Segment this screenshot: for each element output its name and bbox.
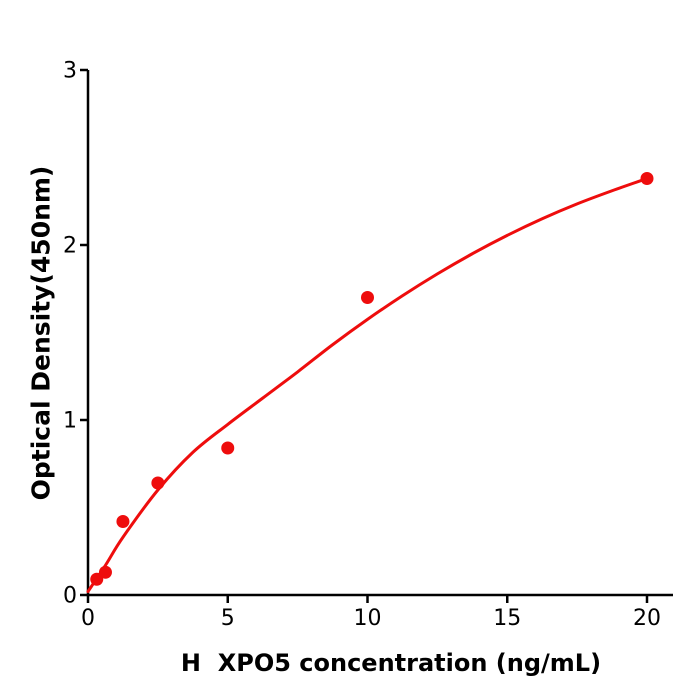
x-tick-label: 10 [354,606,382,631]
y-tick-label: 1 [63,409,77,434]
x-tick-label: 15 [493,606,521,631]
y-tick-label: 2 [63,234,77,259]
data-point [640,172,654,185]
data-point [221,441,235,455]
data-point [361,291,374,304]
fit-curve [86,177,649,593]
y-tick-label: 0 [63,584,77,609]
data-point [116,515,130,528]
x-tick-label: 0 [81,606,95,631]
data-point [90,572,104,586]
data-point [151,476,165,490]
x-tick-label: 20 [633,606,661,631]
x-tick-label: 5 [221,606,235,631]
y-tick-label: 3 [63,59,77,84]
data-point [98,565,112,579]
